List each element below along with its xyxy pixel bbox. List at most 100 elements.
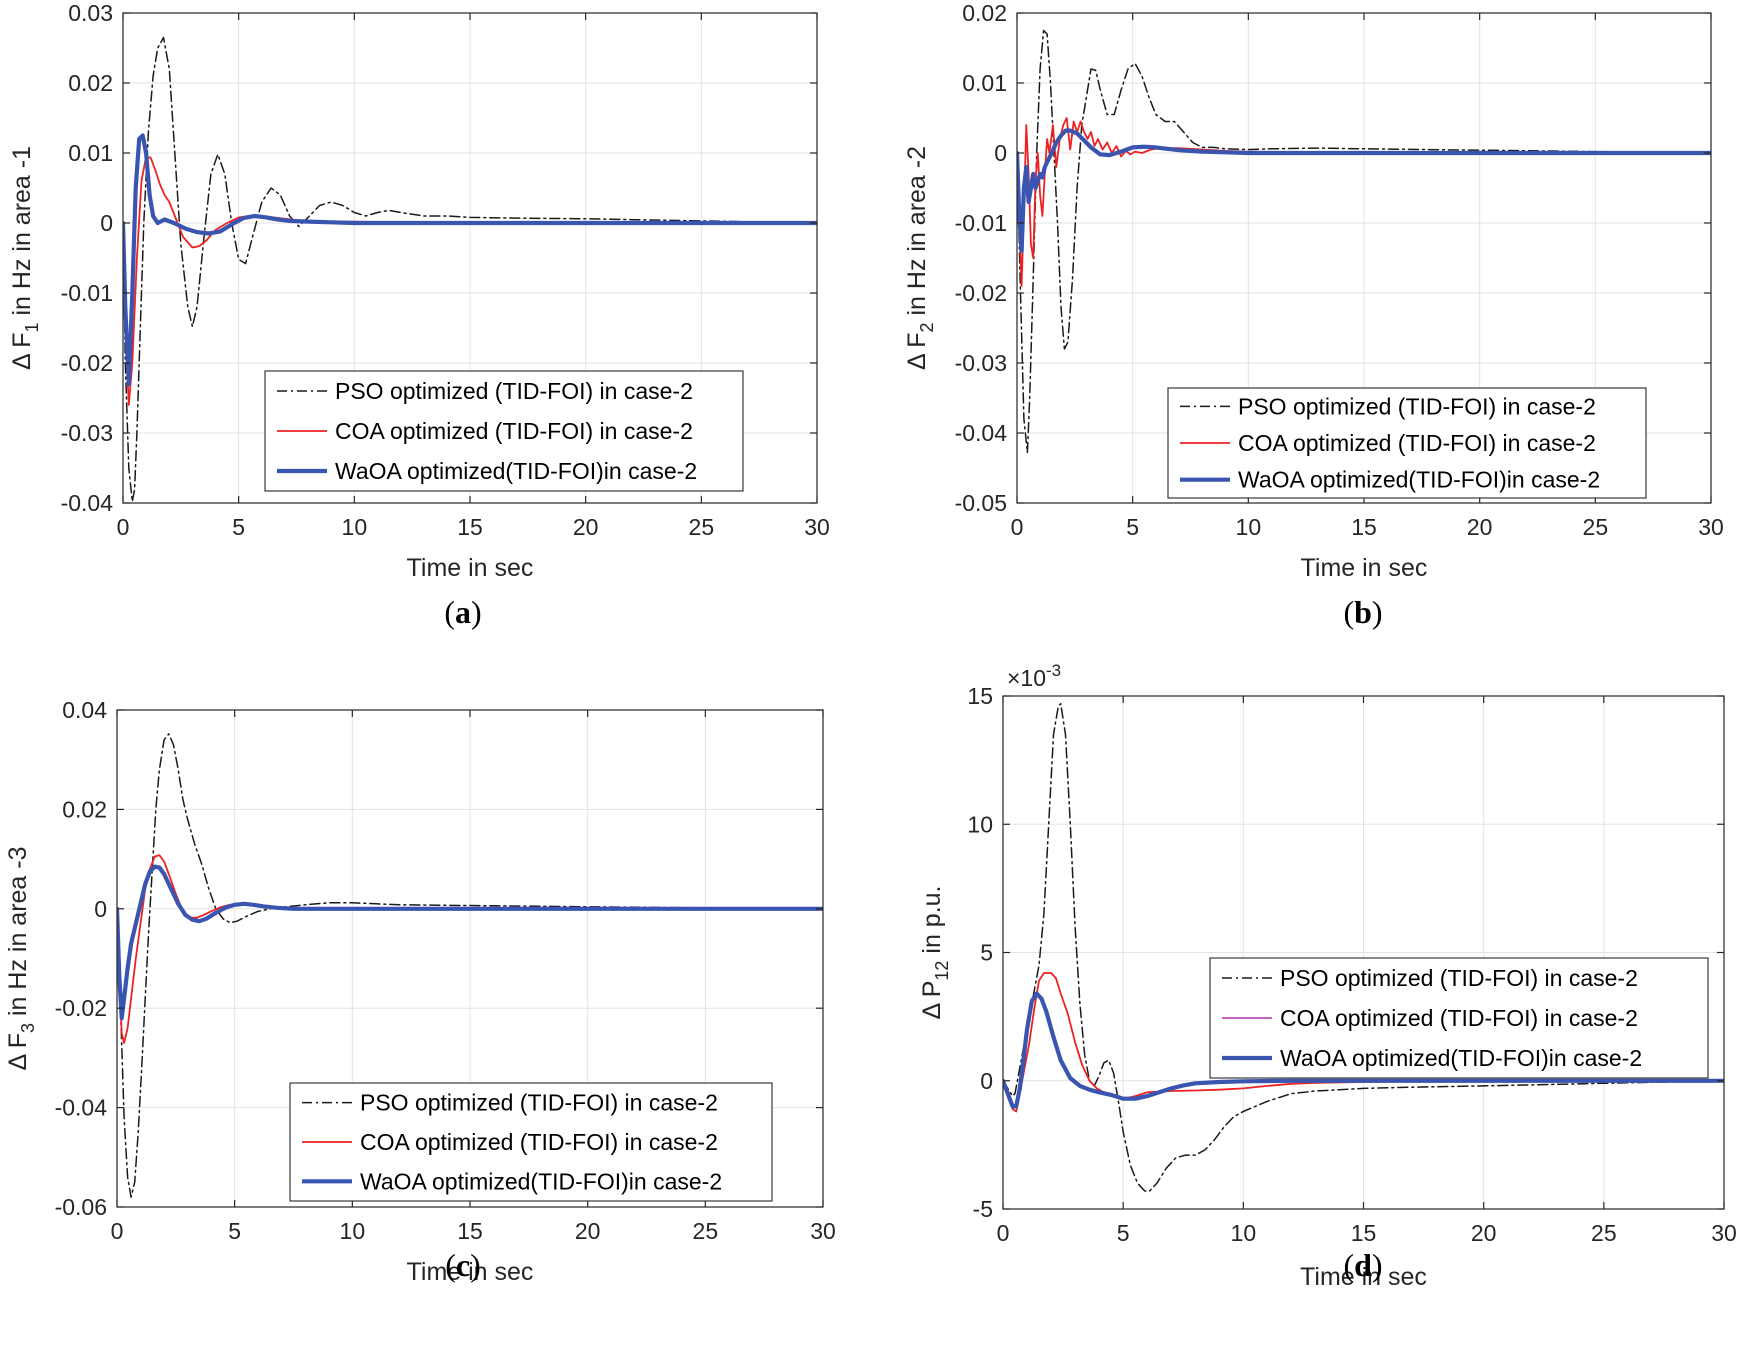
- series-line-thick-d: [1003, 991, 1724, 1109]
- x-tick-label: 20: [1471, 1220, 1497, 1246]
- x-tick-label: 20: [575, 1218, 601, 1244]
- y-tick-label: 0.02: [962, 0, 1007, 26]
- y-tick-label: 0.02: [62, 796, 107, 822]
- x-tick-label: 5: [1126, 514, 1139, 540]
- series-line-dashdot-d: [1003, 702, 1724, 1192]
- legend: PSO optimized (TID-FOI) in case-2 COA opt…: [289, 1082, 773, 1202]
- legend: PSO optimized (TID-FOI) in case-2 COA opt…: [1209, 957, 1709, 1079]
- y-tick-label: 0.01: [962, 70, 1007, 96]
- y-tick-label: -0.05: [955, 490, 1007, 516]
- x-tick-label: 20: [573, 514, 599, 540]
- y-tick-label: -0.03: [61, 420, 113, 446]
- x-tick-label: 30: [810, 1218, 836, 1244]
- y-tick-label: 0: [980, 1068, 993, 1094]
- legend-label: COA optimized (TID-FOI) in case-2: [1238, 430, 1596, 456]
- x-tick-label: 5: [1117, 1220, 1130, 1246]
- x-axis-label: Time in sec: [1301, 554, 1428, 582]
- y-tick-label: -0.02: [55, 995, 107, 1021]
- legend-label: PSO optimized (TID-FOI) in case-2: [360, 1090, 718, 1116]
- x-axis-label: Time in sec: [407, 1258, 534, 1286]
- series-line-solid-d: [1003, 972, 1724, 1113]
- series-line-thick-a: [123, 133, 817, 387]
- y-tick-label: -0.01: [61, 280, 113, 306]
- x-tick-label: 25: [689, 514, 715, 540]
- x-tick-label: 5: [228, 1218, 241, 1244]
- y-tick-label: 10: [967, 811, 993, 837]
- x-tick-label: 20: [1467, 514, 1493, 540]
- x-tick-label: 10: [340, 1218, 366, 1244]
- legend-label: COA optimized (TID-FOI) in case-2: [1280, 1005, 1638, 1031]
- y-tick-label: -0.04: [55, 1095, 108, 1121]
- y-exponent-label: ×10-3: [1007, 661, 1061, 691]
- x-tick-label: 30: [1698, 514, 1724, 540]
- legend-label: PSO optimized (TID-FOI) in case-2: [1238, 393, 1596, 419]
- legend-box: [1209, 957, 1709, 1079]
- x-tick-label: 10: [1236, 514, 1262, 540]
- panel-caption: (a): [444, 594, 481, 630]
- x-axis-label: Time in sec: [1300, 1263, 1427, 1291]
- x-tick-label: 0: [117, 514, 130, 540]
- y-tick-label: 0.04: [62, 697, 107, 723]
- y-tick-label: 15: [967, 683, 993, 709]
- y-tick-label: 0.03: [68, 0, 113, 26]
- series-line-thick-c: [117, 864, 823, 1021]
- series-line-thick-b: [1017, 128, 1711, 254]
- y-tick-label: -0.06: [55, 1194, 107, 1220]
- legend-label: WaOA optimized(TID-FOI)in case-2: [1280, 1045, 1642, 1071]
- x-tick-label: 15: [1351, 1220, 1377, 1246]
- x-tick-label: 25: [1583, 514, 1609, 540]
- series-line-dashdot-b: [1017, 29, 1711, 454]
- y-tick-label: -0.04: [61, 490, 114, 516]
- x-tick-label: 10: [342, 514, 368, 540]
- legend-box: [1167, 387, 1647, 499]
- chart-panel-b: 0 5 10 15 20 25 30 -0.05 -0.04 -0.03 -0.02 -0.01 0 0.…: [903, 0, 1724, 630]
- y-axis-label: Δ F2 in Hz in area -2: [903, 146, 937, 370]
- y-tick-label: -0.02: [61, 350, 113, 376]
- legend-label: WaOA optimized(TID-FOI)in case-2: [1238, 467, 1600, 493]
- y-axis-label: Δ F1 in Hz in area -1: [8, 146, 42, 370]
- y-tick-label: 0: [100, 210, 113, 236]
- chart-panel-c: 0 5 10 15 20 25 30 -0.06 -0.04 -0.02 0 0.02 0.04 Time…: [4, 697, 836, 1286]
- x-tick-label: 15: [457, 1218, 483, 1244]
- x-tick-label: 30: [1711, 1220, 1737, 1246]
- panel-caption: (c): [445, 1247, 481, 1283]
- legend-label: PSO optimized (TID-FOI) in case-2: [1280, 965, 1638, 991]
- legend-box: [264, 370, 744, 492]
- y-tick-label: 0.01: [68, 140, 113, 166]
- panel-caption: (b): [1343, 594, 1382, 630]
- x-tick-label: 15: [457, 514, 483, 540]
- x-tick-label: 0: [1011, 514, 1024, 540]
- y-tick-label: -0.04: [955, 420, 1008, 446]
- series-line-dashdot-a: [123, 36, 817, 503]
- legend-label: COA optimized (TID-FOI) in case-2: [335, 418, 693, 444]
- x-tick-label: 5: [232, 514, 245, 540]
- x-axis-label: Time in sec: [407, 554, 534, 582]
- x-tick-label: 25: [1591, 1220, 1617, 1246]
- legend-label: COA optimized (TID-FOI) in case-2: [360, 1129, 718, 1155]
- series-line-dashdot-c: [117, 733, 823, 1198]
- y-axis-label: Δ F3 in Hz in area -3: [4, 846, 38, 1070]
- legend: PSO optimized (TID-FOI) in case-2 COA opt…: [264, 370, 744, 492]
- x-tick-label: 15: [1351, 514, 1377, 540]
- y-tick-label: -5: [973, 1196, 993, 1222]
- legend-label: WaOA optimized(TID-FOI)in case-2: [335, 458, 697, 484]
- chart-panel-a: 0 5 10 15 20 25 30 -0.04 -0.03 -0.02 -0.01 0 0.01 0.0…: [8, 0, 830, 630]
- y-tick-label: 0: [94, 896, 107, 922]
- x-tick-label: 30: [804, 514, 830, 540]
- x-tick-label: 10: [1231, 1220, 1257, 1246]
- y-tick-label: -0.02: [955, 280, 1007, 306]
- legend-box: [289, 1082, 773, 1202]
- panel-caption: (d): [1343, 1247, 1382, 1283]
- x-tick-label: 0: [111, 1218, 124, 1244]
- y-tick-label: 0.02: [68, 70, 113, 96]
- y-tick-label: -0.03: [955, 350, 1007, 376]
- y-tick-label: 5: [980, 940, 993, 966]
- y-tick-label: -0.01: [955, 210, 1007, 236]
- legend-label: WaOA optimized(TID-FOI)in case-2: [360, 1168, 722, 1194]
- legend: PSO optimized (TID-FOI) in case-2 COA opt…: [1167, 387, 1647, 499]
- y-axis-label: Δ P12 in p.u.: [918, 885, 952, 1019]
- x-tick-label: 25: [693, 1218, 719, 1244]
- x-tick-label: 0: [997, 1220, 1010, 1246]
